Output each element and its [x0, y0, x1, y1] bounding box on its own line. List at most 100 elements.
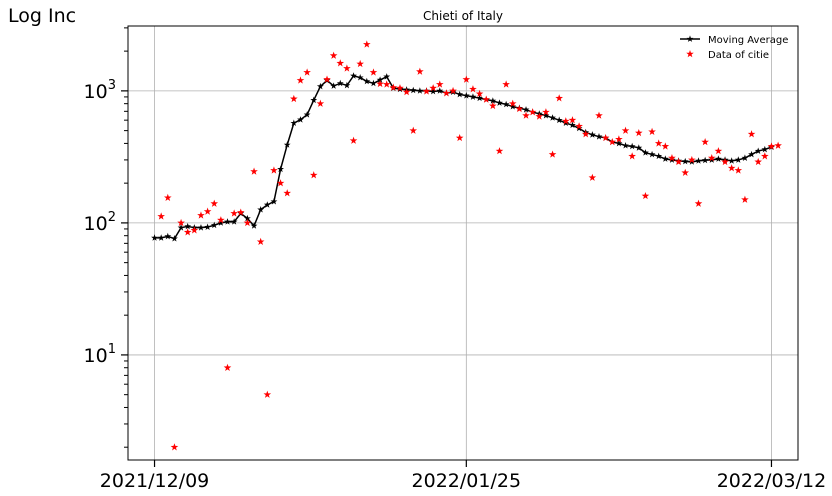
- data-point: [256, 237, 265, 245]
- data-point: [369, 68, 378, 76]
- data-point: [774, 141, 782, 149]
- moving-average-point: [542, 111, 550, 119]
- data-point: [164, 193, 172, 202]
- data-point: [276, 179, 285, 187]
- data-point: [449, 86, 457, 95]
- moving-average-point: [555, 116, 563, 124]
- moving-average-point: [330, 82, 338, 89]
- moving-average-point: [701, 156, 709, 164]
- moving-average-line: [154, 74, 772, 240]
- data-point: [634, 128, 643, 137]
- data-point: [217, 216, 225, 224]
- moving-average-point: [761, 145, 769, 153]
- data-point: [575, 122, 583, 130]
- moving-average-point: [748, 150, 755, 158]
- data-point: [316, 99, 325, 107]
- moving-average-point: [502, 100, 510, 108]
- data-point: [177, 218, 185, 227]
- data-point: [661, 142, 670, 150]
- moving-average-point: [469, 93, 477, 100]
- data-point: [581, 130, 590, 138]
- moving-average-point: [416, 87, 424, 94]
- data-point: [263, 390, 272, 398]
- moving-average-point: [177, 224, 185, 231]
- data-point: [562, 117, 570, 125]
- data-point: [727, 164, 736, 172]
- x-tick-label: 2022/01/25: [412, 470, 522, 492]
- data-point: [416, 67, 424, 75]
- data-point: [608, 137, 617, 146]
- data-point: [203, 207, 212, 215]
- moving-average-point: [588, 131, 596, 138]
- data-point: [376, 79, 384, 88]
- data-point: [363, 40, 371, 48]
- moving-average-point: [184, 222, 192, 230]
- data-point: [641, 191, 650, 200]
- data-point: [336, 59, 345, 67]
- data-point: [230, 209, 238, 217]
- moving-average-point: [489, 97, 497, 104]
- y-axis-label: Log Inc: [8, 5, 76, 27]
- data-point: [343, 64, 351, 72]
- moving-average-point: [569, 121, 576, 129]
- moving-average-point: [204, 223, 212, 230]
- data-point: [329, 51, 338, 59]
- data-point: [674, 157, 683, 166]
- y-tick-label: 102: [84, 210, 116, 235]
- moving-average-point: [714, 155, 722, 162]
- data-point: [495, 147, 504, 155]
- data-point: [741, 195, 749, 203]
- data-point: [223, 363, 232, 371]
- moving-average-point: [316, 82, 324, 90]
- data-point: [707, 154, 716, 162]
- data-point: [621, 126, 630, 134]
- data-point: [170, 443, 179, 451]
- data-point: [236, 208, 245, 216]
- data-point: [250, 167, 258, 175]
- moving-average-point: [456, 90, 464, 98]
- moving-average-point: [642, 149, 649, 156]
- data-point: [210, 199, 219, 207]
- moving-average-point: [436, 87, 444, 94]
- moving-average-point: [243, 214, 251, 222]
- data-point: [462, 75, 471, 83]
- moving-average-point: [575, 124, 583, 132]
- moving-average-point: [462, 92, 470, 99]
- data-point: [515, 104, 524, 113]
- data-point: [389, 83, 398, 91]
- moving-average-point: [310, 96, 318, 104]
- data-point: [455, 133, 464, 142]
- data-point: [595, 111, 603, 119]
- data-point: [568, 116, 577, 124]
- data-point: [714, 147, 723, 155]
- moving-average-point: [648, 150, 656, 158]
- data-point: [754, 157, 762, 166]
- moving-average-point: [595, 133, 603, 140]
- data-point: [296, 76, 305, 84]
- data-point: [429, 84, 437, 92]
- y-tick-label: 101: [84, 342, 116, 367]
- data-point: [522, 111, 530, 119]
- data-point: [542, 108, 550, 116]
- data-point: [283, 189, 292, 197]
- data-point: [157, 212, 165, 220]
- data-point: [382, 80, 391, 88]
- moving-average-point: [635, 144, 643, 151]
- data-point: [197, 211, 205, 219]
- moving-average-point: [210, 221, 218, 229]
- data-point: [628, 152, 636, 160]
- data-point: [475, 89, 484, 98]
- moving-average-point: [356, 74, 364, 81]
- data-point: [734, 166, 743, 174]
- data-point: [615, 135, 623, 143]
- moving-average-point: [250, 222, 258, 229]
- legend-moving-average-marker: [686, 35, 694, 42]
- data-point: [761, 152, 769, 160]
- legend: Moving Average Data of citie: [680, 35, 788, 61]
- data-point: [435, 80, 444, 88]
- x-tick-label: 2022/03/12: [717, 470, 827, 492]
- data-point: [654, 139, 663, 147]
- moving-average-point: [376, 76, 384, 83]
- data-point: [270, 166, 278, 174]
- data-point: [183, 228, 192, 236]
